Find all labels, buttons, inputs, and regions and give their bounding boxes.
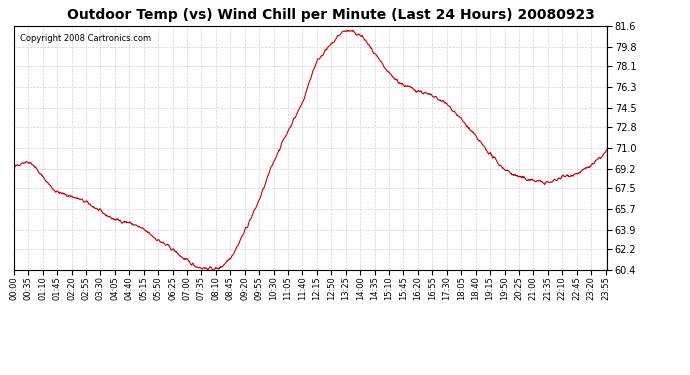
Text: Outdoor Temp (vs) Wind Chill per Minute (Last 24 Hours) 20080923: Outdoor Temp (vs) Wind Chill per Minute …	[67, 8, 595, 21]
Text: Copyright 2008 Cartronics.com: Copyright 2008 Cartronics.com	[20, 34, 151, 43]
